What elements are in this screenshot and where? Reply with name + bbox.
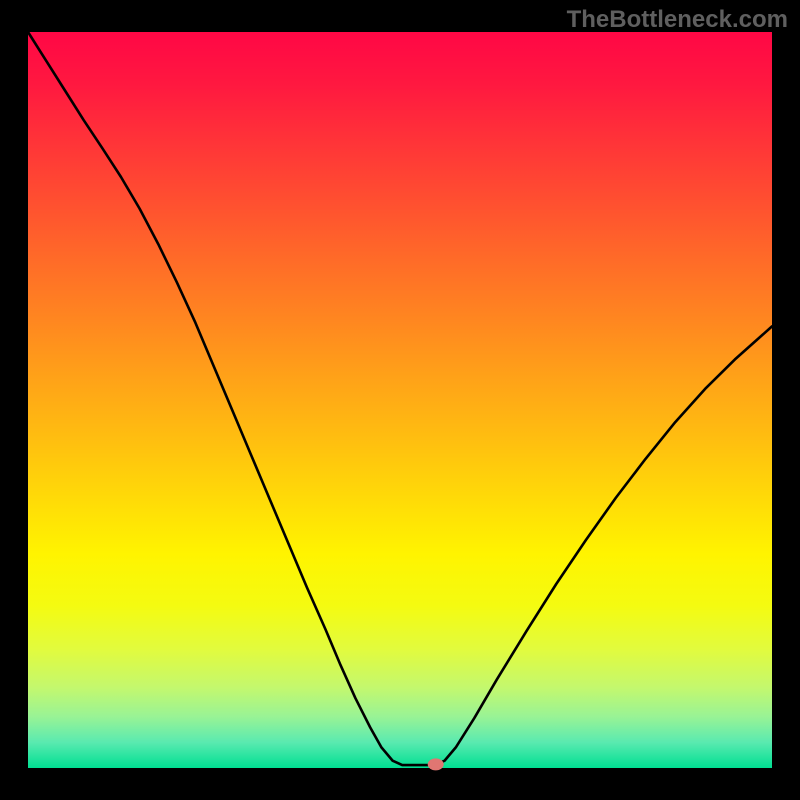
optimum-marker (28, 32, 772, 768)
chart-root: TheBottleneck.com (0, 0, 800, 800)
watermark-text: TheBottleneck.com (567, 6, 788, 34)
plot-area (28, 32, 772, 768)
